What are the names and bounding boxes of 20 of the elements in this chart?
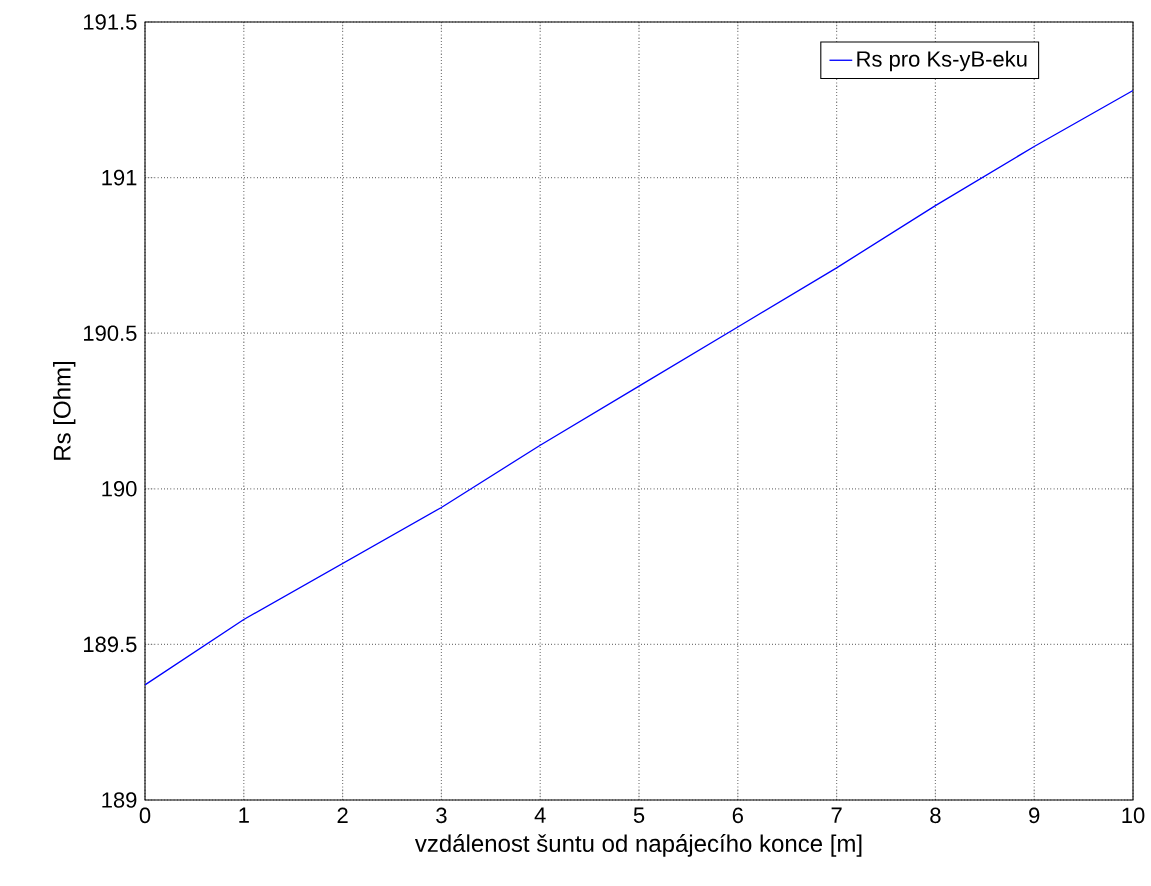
y-tick-label: 190.5 (84, 325, 137, 341)
x-tick-label: 3 (436, 807, 447, 824)
x-tick-label: 6 (732, 807, 743, 824)
x-tick-label: 10 (1122, 807, 1145, 824)
y-tick-label: 189 (102, 792, 137, 808)
y-axis-title: Rs [Ohm] (53, 362, 76, 460)
x-axis-title: vzdálenost šuntu od napájecího konce [m] (414, 834, 862, 857)
x-tick-label: 0 (139, 807, 151, 824)
y-tick-label: 191 (102, 169, 137, 186)
x-tick-label: 1 (239, 807, 249, 823)
x-tick-label: 5 (633, 807, 645, 823)
y-tick-label: 191.5 (84, 14, 137, 30)
legend-label: Rs pro Ks-yB-eku (857, 50, 1027, 72)
x-tick-label: 8 (930, 807, 941, 824)
y-tick-label: 189.5 (84, 636, 137, 653)
x-tick-label: 7 (831, 807, 842, 823)
x-tick-label: 4 (534, 807, 546, 823)
x-tick-label: 9 (1029, 807, 1040, 824)
y-tick-label: 190 (102, 481, 137, 497)
x-tick-label: 2 (337, 807, 348, 823)
